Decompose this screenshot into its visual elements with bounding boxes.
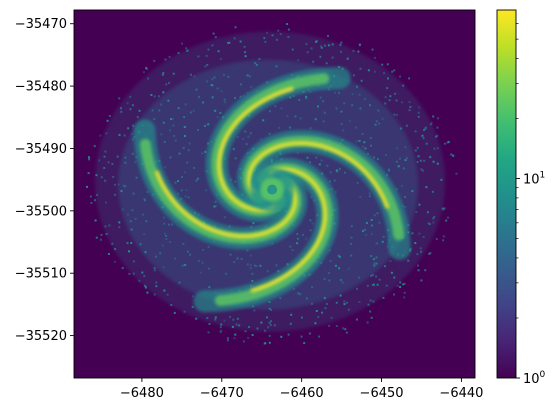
plot-area: [73, 9, 476, 379]
y-tick-label: −35500: [15, 204, 67, 219]
x-tick-label: −6450: [360, 386, 404, 401]
colorbar-tick-label: 101: [523, 171, 545, 188]
colorbar-frame: [496, 9, 517, 379]
x-tick-label: −6480: [120, 386, 164, 401]
x-tick-label: −6470: [200, 386, 244, 401]
y-axis: −35470 −35480 −35490 −35500 −35510 −35520: [15, 17, 74, 344]
x-axis: −6480 −6470 −6460 −6450 −6440: [120, 378, 483, 401]
plot-frame: [73, 9, 476, 379]
x-tick-label: −6440: [439, 386, 483, 401]
density-core-eye: [267, 184, 278, 195]
y-tick-label: −35520: [15, 329, 67, 344]
y-tick-label: −35480: [15, 80, 67, 95]
colorbar: 100 101: [496, 9, 546, 387]
colorbar-ticks: 100 101: [516, 23, 546, 387]
colorbar-tick-label: 100: [523, 370, 546, 387]
density-layer: [86, 23, 458, 345]
y-tick-label: −35490: [15, 142, 67, 157]
colorbar-gradient: [497, 10, 516, 378]
y-tick-label: −35470: [15, 17, 67, 32]
y-tick-label: −35510: [15, 267, 67, 282]
x-tick-label: −6460: [280, 386, 324, 401]
